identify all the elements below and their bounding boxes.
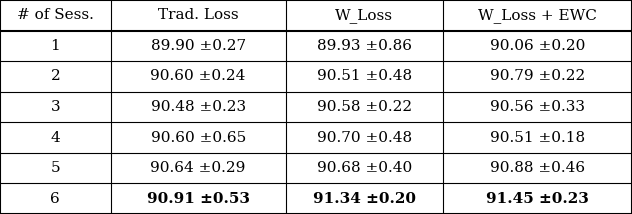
Text: 2: 2: [51, 69, 60, 83]
Text: 6: 6: [51, 192, 60, 206]
Text: W_Loss + EWC: W_Loss + EWC: [478, 8, 597, 23]
Text: 90.64 ±0.29: 90.64 ±0.29: [150, 161, 246, 175]
Text: 90.48 ±0.23: 90.48 ±0.23: [150, 100, 246, 114]
Text: 90.58 ±0.22: 90.58 ±0.22: [317, 100, 412, 114]
Text: W_Loss: W_Loss: [335, 8, 393, 23]
Text: 90.51 ±0.48: 90.51 ±0.48: [317, 69, 412, 83]
Text: 4: 4: [51, 131, 60, 145]
Text: Trad. Loss: Trad. Loss: [158, 8, 238, 22]
Text: 91.45 ±0.23: 91.45 ±0.23: [486, 192, 589, 206]
Text: 5: 5: [51, 161, 60, 175]
Text: 90.51 ±0.18: 90.51 ±0.18: [490, 131, 585, 145]
Text: 89.93 ±0.86: 89.93 ±0.86: [317, 39, 411, 53]
Text: 90.56 ±0.33: 90.56 ±0.33: [490, 100, 585, 114]
Text: 1: 1: [51, 39, 60, 53]
Text: 3: 3: [51, 100, 60, 114]
Text: 90.60 ±0.24: 90.60 ±0.24: [150, 69, 246, 83]
Text: 91.34 ±0.20: 91.34 ±0.20: [313, 192, 416, 206]
Text: 90.70 ±0.48: 90.70 ±0.48: [317, 131, 412, 145]
Text: 90.88 ±0.46: 90.88 ±0.46: [490, 161, 585, 175]
Text: 89.90 ±0.27: 89.90 ±0.27: [150, 39, 246, 53]
Text: 90.60 ±0.65: 90.60 ±0.65: [150, 131, 246, 145]
Text: # of Sess.: # of Sess.: [17, 8, 94, 22]
Text: 90.79 ±0.22: 90.79 ±0.22: [490, 69, 585, 83]
Text: 90.91 ±0.53: 90.91 ±0.53: [147, 192, 250, 206]
Text: 90.06 ±0.20: 90.06 ±0.20: [490, 39, 585, 53]
Text: 90.68 ±0.40: 90.68 ±0.40: [317, 161, 412, 175]
